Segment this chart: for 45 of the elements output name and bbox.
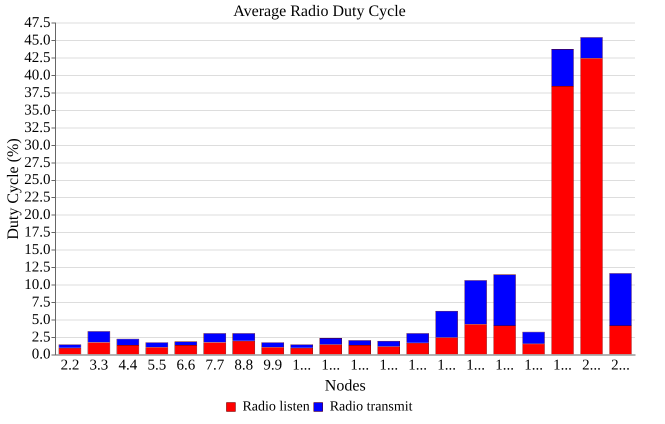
y-tick-label: 30.0 [24, 137, 50, 154]
y-tick-label: 42.5 [24, 50, 50, 66]
y-tick-label: 5.0 [32, 312, 50, 328]
x-tick-label: 2... [582, 358, 601, 374]
x-tick-label: 1... [292, 358, 312, 374]
x-tick-label: 8.8 [234, 358, 254, 374]
x-tick-label: 4.4 [118, 358, 138, 374]
x-tick-label: 5.5 [147, 358, 166, 374]
x-tick-label: 1... [553, 358, 572, 374]
y-tick-label: 15.0 [24, 242, 50, 258]
legend-label: Radio transmit [330, 400, 413, 415]
y-tick-label: 2.5 [32, 329, 50, 346]
y-axis-title: Duty Cycle (%) [4, 138, 22, 240]
y-tick-label: 37.5 [24, 84, 50, 101]
x-tick-label: 1... [524, 358, 543, 374]
y-tick-label: 47.5 [24, 15, 50, 32]
x-axis-title: Nodes [324, 378, 366, 395]
x-tick-label: 2... [611, 358, 630, 374]
y-tick-label: 35.0 [24, 102, 50, 118]
x-tick-label: 6.6 [176, 358, 196, 374]
x-tick-label: 1... [321, 358, 340, 374]
y-tick-label: 20.0 [24, 207, 50, 224]
x-tick-label: 1... [408, 358, 428, 374]
y-tick-label: 12.5 [24, 259, 50, 276]
x-tick-label: 1... [466, 358, 485, 374]
y-tick-label: 7.5 [32, 294, 50, 310]
x-tick-label: 2.2 [60, 358, 80, 374]
y-tick-label: 32.5 [24, 120, 50, 136]
y-tick-label: 45.0 [24, 32, 50, 49]
y-tick-label: 0.0 [32, 346, 50, 363]
y-tick-label: 25.0 [24, 172, 50, 188]
x-tick-label: 7.7 [205, 358, 225, 374]
chart-title: Average Radio Duty Cycle [233, 2, 406, 20]
x-tick-label: 9.9 [263, 358, 282, 374]
legend-label: Radio listen [242, 400, 310, 415]
y-tick-label: 17.5 [24, 224, 50, 241]
y-tick-label: 22.5 [24, 190, 50, 206]
y-tick-label: 10.0 [24, 276, 50, 293]
x-tick-label: 1... [350, 358, 370, 374]
y-tick-label: 27.5 [24, 154, 50, 171]
x-tick-label: 1... [437, 358, 456, 374]
y-tick-label: 40.0 [24, 67, 50, 84]
x-tick-label: 1... [379, 358, 398, 374]
x-tick-label: 1... [495, 358, 514, 374]
x-tick-label: 3.3 [90, 358, 108, 374]
